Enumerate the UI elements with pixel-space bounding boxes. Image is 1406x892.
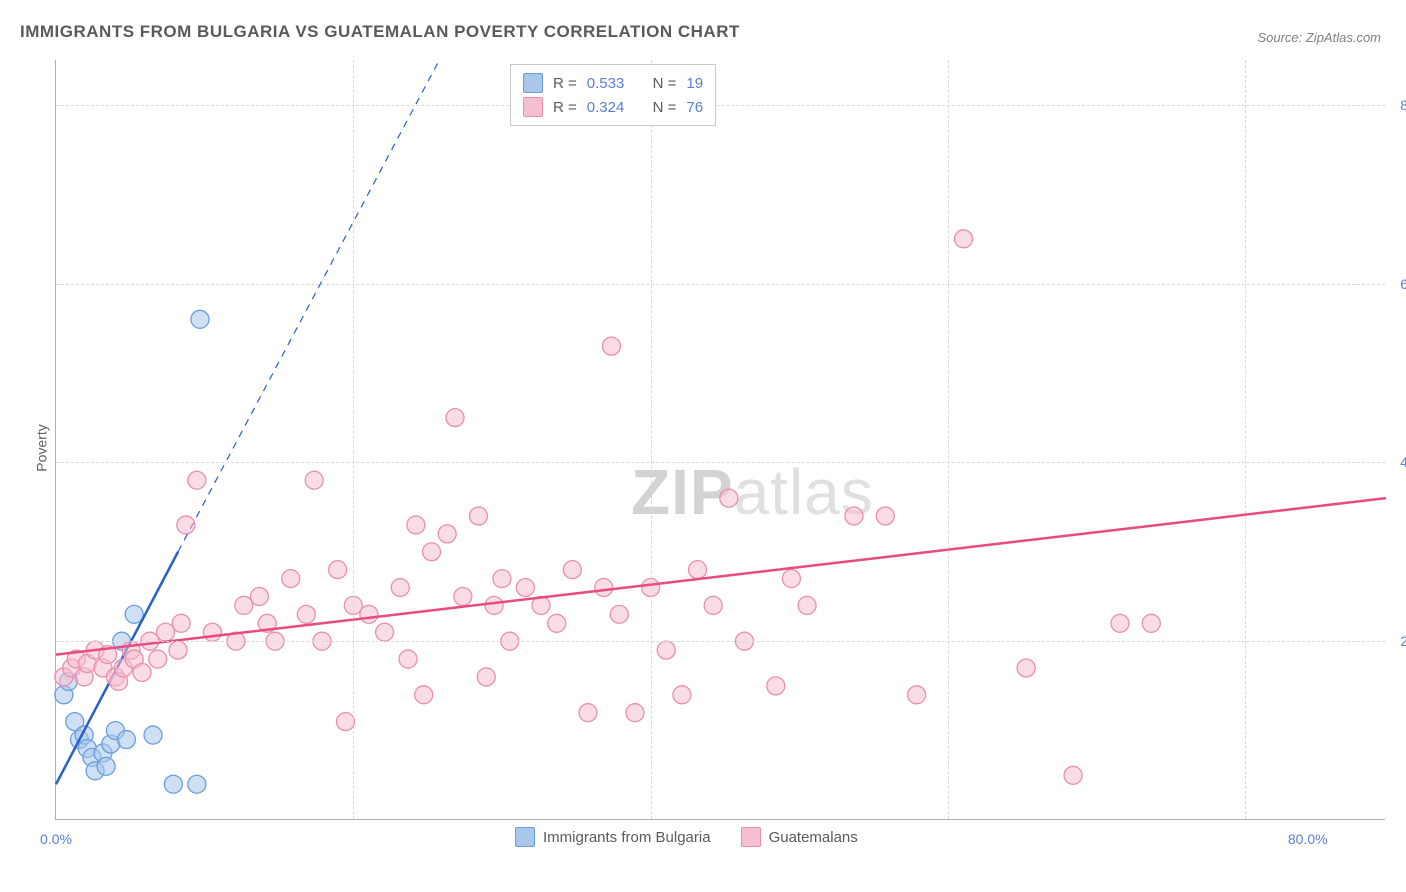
legend-label-bulgaria: Immigrants from Bulgaria [543,829,711,846]
chart-svg [56,60,1386,820]
ytick-label: 20.0% [1390,633,1406,649]
legend-series: Immigrants from Bulgaria Guatemalans [515,827,858,847]
legend-item-bulgaria: Immigrants from Bulgaria [515,827,711,847]
xtick-label: 0.0% [40,831,72,847]
legend-row-bulgaria: R = 0.533 N = 19 [523,71,703,95]
legend-row-guatemalans: R = 0.324 N = 76 [523,95,703,119]
swatch-guatemalans [523,97,543,117]
n-value-bulgaria: 19 [686,75,703,92]
swatch-guatemalans-icon [741,827,761,847]
ytick-label: 40.0% [1390,454,1406,470]
r-value-guatemalans: 0.324 [587,99,625,116]
legend-label-guatemalans: Guatemalans [769,829,858,846]
ytick-label: 80.0% [1390,97,1406,113]
swatch-bulgaria-icon [515,827,535,847]
plot-area: ZIPatlas 20.0%40.0%60.0%80.0%0.0%80.0% [55,60,1385,820]
chart-title: IMMIGRANTS FROM BULGARIA VS GUATEMALAN P… [20,22,740,42]
r-value-bulgaria: 0.533 [587,75,625,92]
n-value-guatemalans: 76 [686,99,703,116]
ytick-label: 60.0% [1390,276,1406,292]
legend-item-guatemalans: Guatemalans [741,827,858,847]
xtick-label: 80.0% [1288,831,1328,847]
swatch-bulgaria [523,73,543,93]
source-attribution: Source: ZipAtlas.com [1257,30,1381,45]
legend-stats: R = 0.533 N = 19 R = 0.324 N = 76 [510,64,716,126]
y-axis-label: Poverty [34,424,50,471]
